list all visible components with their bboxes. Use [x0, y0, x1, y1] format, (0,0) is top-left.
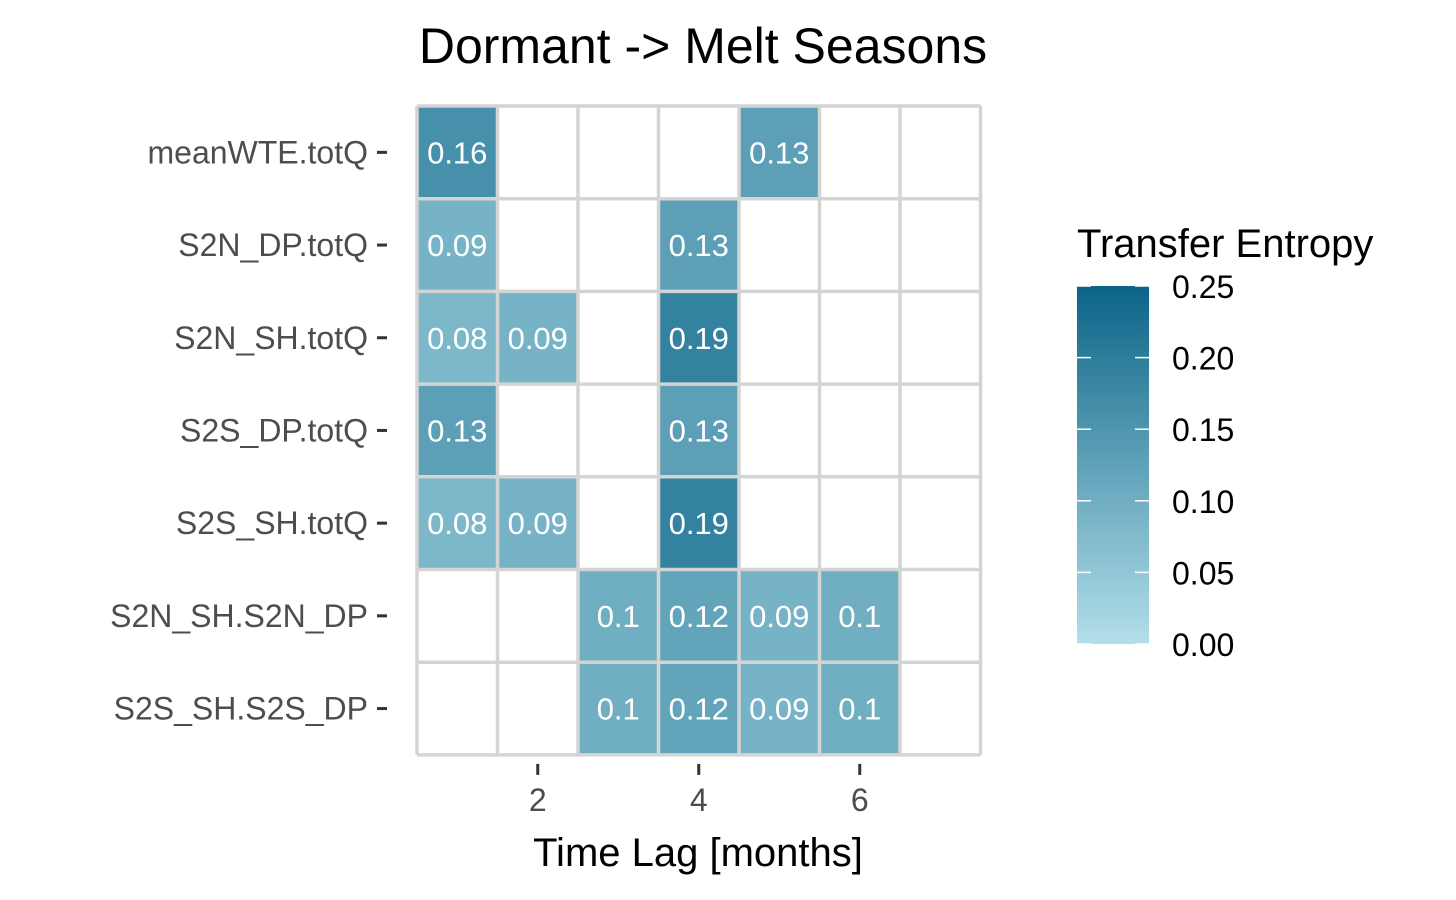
- x-axis: 2 4 6: [529, 763, 869, 818]
- chart-title: Dormant -> Melt Seasons: [419, 18, 987, 74]
- legend-ticks: 0.00 0.05 0.10 0.15 0.20 0.25: [1077, 269, 1234, 663]
- cell-value-label: 0.1: [597, 599, 640, 634]
- cell-value-label: 0.16: [427, 135, 487, 170]
- legend-label: 0.00: [1172, 627, 1234, 663]
- cell-value-label: 0.12: [669, 599, 729, 634]
- x-tick-label: 6: [851, 782, 869, 818]
- heatmap-cell-s2s-dp-totq-lag-1: [417, 384, 498, 477]
- cell-value-label: 0.09: [749, 599, 809, 634]
- legend-title: Transfer Entropy: [1077, 222, 1373, 266]
- heatmap-cell-s2n-sh-s2n-dp-lag-3: [578, 569, 659, 663]
- heatmap-cell-s2n-sh-s2n-dp-lag-4: [658, 569, 739, 663]
- cell-value-label: 0.09: [508, 506, 568, 541]
- cell-value-label: 0.13: [669, 413, 729, 448]
- heatmap-cell-s2s-dp-totq-lag-4: [658, 384, 739, 477]
- legend-label: 0.10: [1172, 484, 1234, 520]
- cells-layer: [417, 106, 981, 755]
- cell-value-label: 0.1: [838, 692, 881, 727]
- cell-value-label: 0.13: [669, 228, 729, 263]
- legend: Transfer Entropy 0.00 0.05 0.10 0.15 0.20 0.2…: [1077, 222, 1373, 663]
- x-tick-label: 4: [690, 782, 708, 818]
- y-tick-label-meanwte-totq: meanWTE.totQ: [148, 134, 369, 170]
- y-axis: meanWTE.totQ S2N_DP.totQ S2N_SH.totQ S2S_DP…: [110, 134, 387, 727]
- legend-label: 0.05: [1172, 555, 1234, 591]
- heatmap-cell-s2s-sh-totq-lag-2: [497, 476, 578, 570]
- cell-value-label: 0.19: [669, 321, 729, 356]
- heatmap-cell-s2s-sh-s2s-dp-lag-6: [819, 662, 900, 755]
- cell-value-label: 0.12: [669, 692, 729, 727]
- x-tick-label: 2: [529, 782, 547, 818]
- y-tick-label-s2s-sh-totq: S2S_SH.totQ: [176, 505, 368, 541]
- heatmap-cell-s2s-sh-s2s-dp-lag-4: [658, 662, 739, 755]
- cell-value-label: 0.09: [508, 321, 568, 356]
- heatmap-cell-s2s-sh-totq-lag-1: [417, 476, 498, 570]
- grid-layer: [415, 104, 983, 757]
- cell-value-label: 0.19: [669, 506, 729, 541]
- cell-value-label: 0.09: [427, 228, 487, 263]
- legend-label: 0.20: [1172, 341, 1234, 377]
- cell-value-label: 0.13: [427, 413, 487, 448]
- heatmap-cell-s2s-sh-totq-lag-4: [658, 476, 739, 570]
- cell-labels-layer: 0.16 0.13 0.09 0.13 0.08 0.09 0.19 0.13 0.13 0.08…: [427, 135, 881, 726]
- legend-colorbar: [1077, 286, 1149, 644]
- heatmap-cell-s2n-sh-totq-lag-2: [497, 291, 578, 385]
- heatmap-cell-meanwte-totq-lag-1: [417, 106, 498, 199]
- legend-label: 0.15: [1172, 412, 1234, 448]
- cell-value-label: 0.09: [749, 692, 809, 727]
- y-tick-label-s2n-sh-s2n-dp: S2N_SH.S2N_DP: [110, 598, 368, 634]
- y-tick-label-s2n-sh-totq: S2N_SH.totQ: [174, 320, 368, 356]
- heatmap-cell-s2n-sh-totq-lag-1: [417, 291, 498, 385]
- cell-value-label: 0.08: [427, 321, 487, 356]
- legend-label: 0.25: [1172, 269, 1234, 305]
- y-tick-label-s2s-dp-totq: S2S_DP.totQ: [180, 412, 368, 448]
- cell-value-label: 0.1: [597, 692, 640, 727]
- heatmap-cell-s2n-sh-s2n-dp-lag-5: [739, 569, 820, 663]
- heatmap-cell-s2n-sh-s2n-dp-lag-6: [819, 569, 900, 663]
- heatmap-cell-s2s-sh-s2s-dp-lag-3: [578, 662, 659, 755]
- x-axis-title: Time Lag [months]: [533, 831, 863, 875]
- cell-value-label: 0.08: [427, 506, 487, 541]
- heatmap-cell-s2n-dp-totq-lag-1: [417, 198, 498, 292]
- y-tick-label-s2s-sh-s2s-dp: S2S_SH.S2S_DP: [114, 691, 368, 727]
- heatmap-cell-s2s-sh-s2s-dp-lag-5: [739, 662, 820, 755]
- heatmap-cell-meanwte-totq-lag-5: [739, 106, 820, 199]
- heatmap-cell-s2n-dp-totq-lag-4: [658, 198, 739, 292]
- y-tick-label-s2n-dp-totq: S2N_DP.totQ: [178, 227, 368, 263]
- cell-value-label: 0.13: [749, 135, 809, 170]
- cell-value-label: 0.1: [838, 599, 881, 634]
- heatmap-cell-s2n-sh-totq-lag-4: [658, 291, 739, 385]
